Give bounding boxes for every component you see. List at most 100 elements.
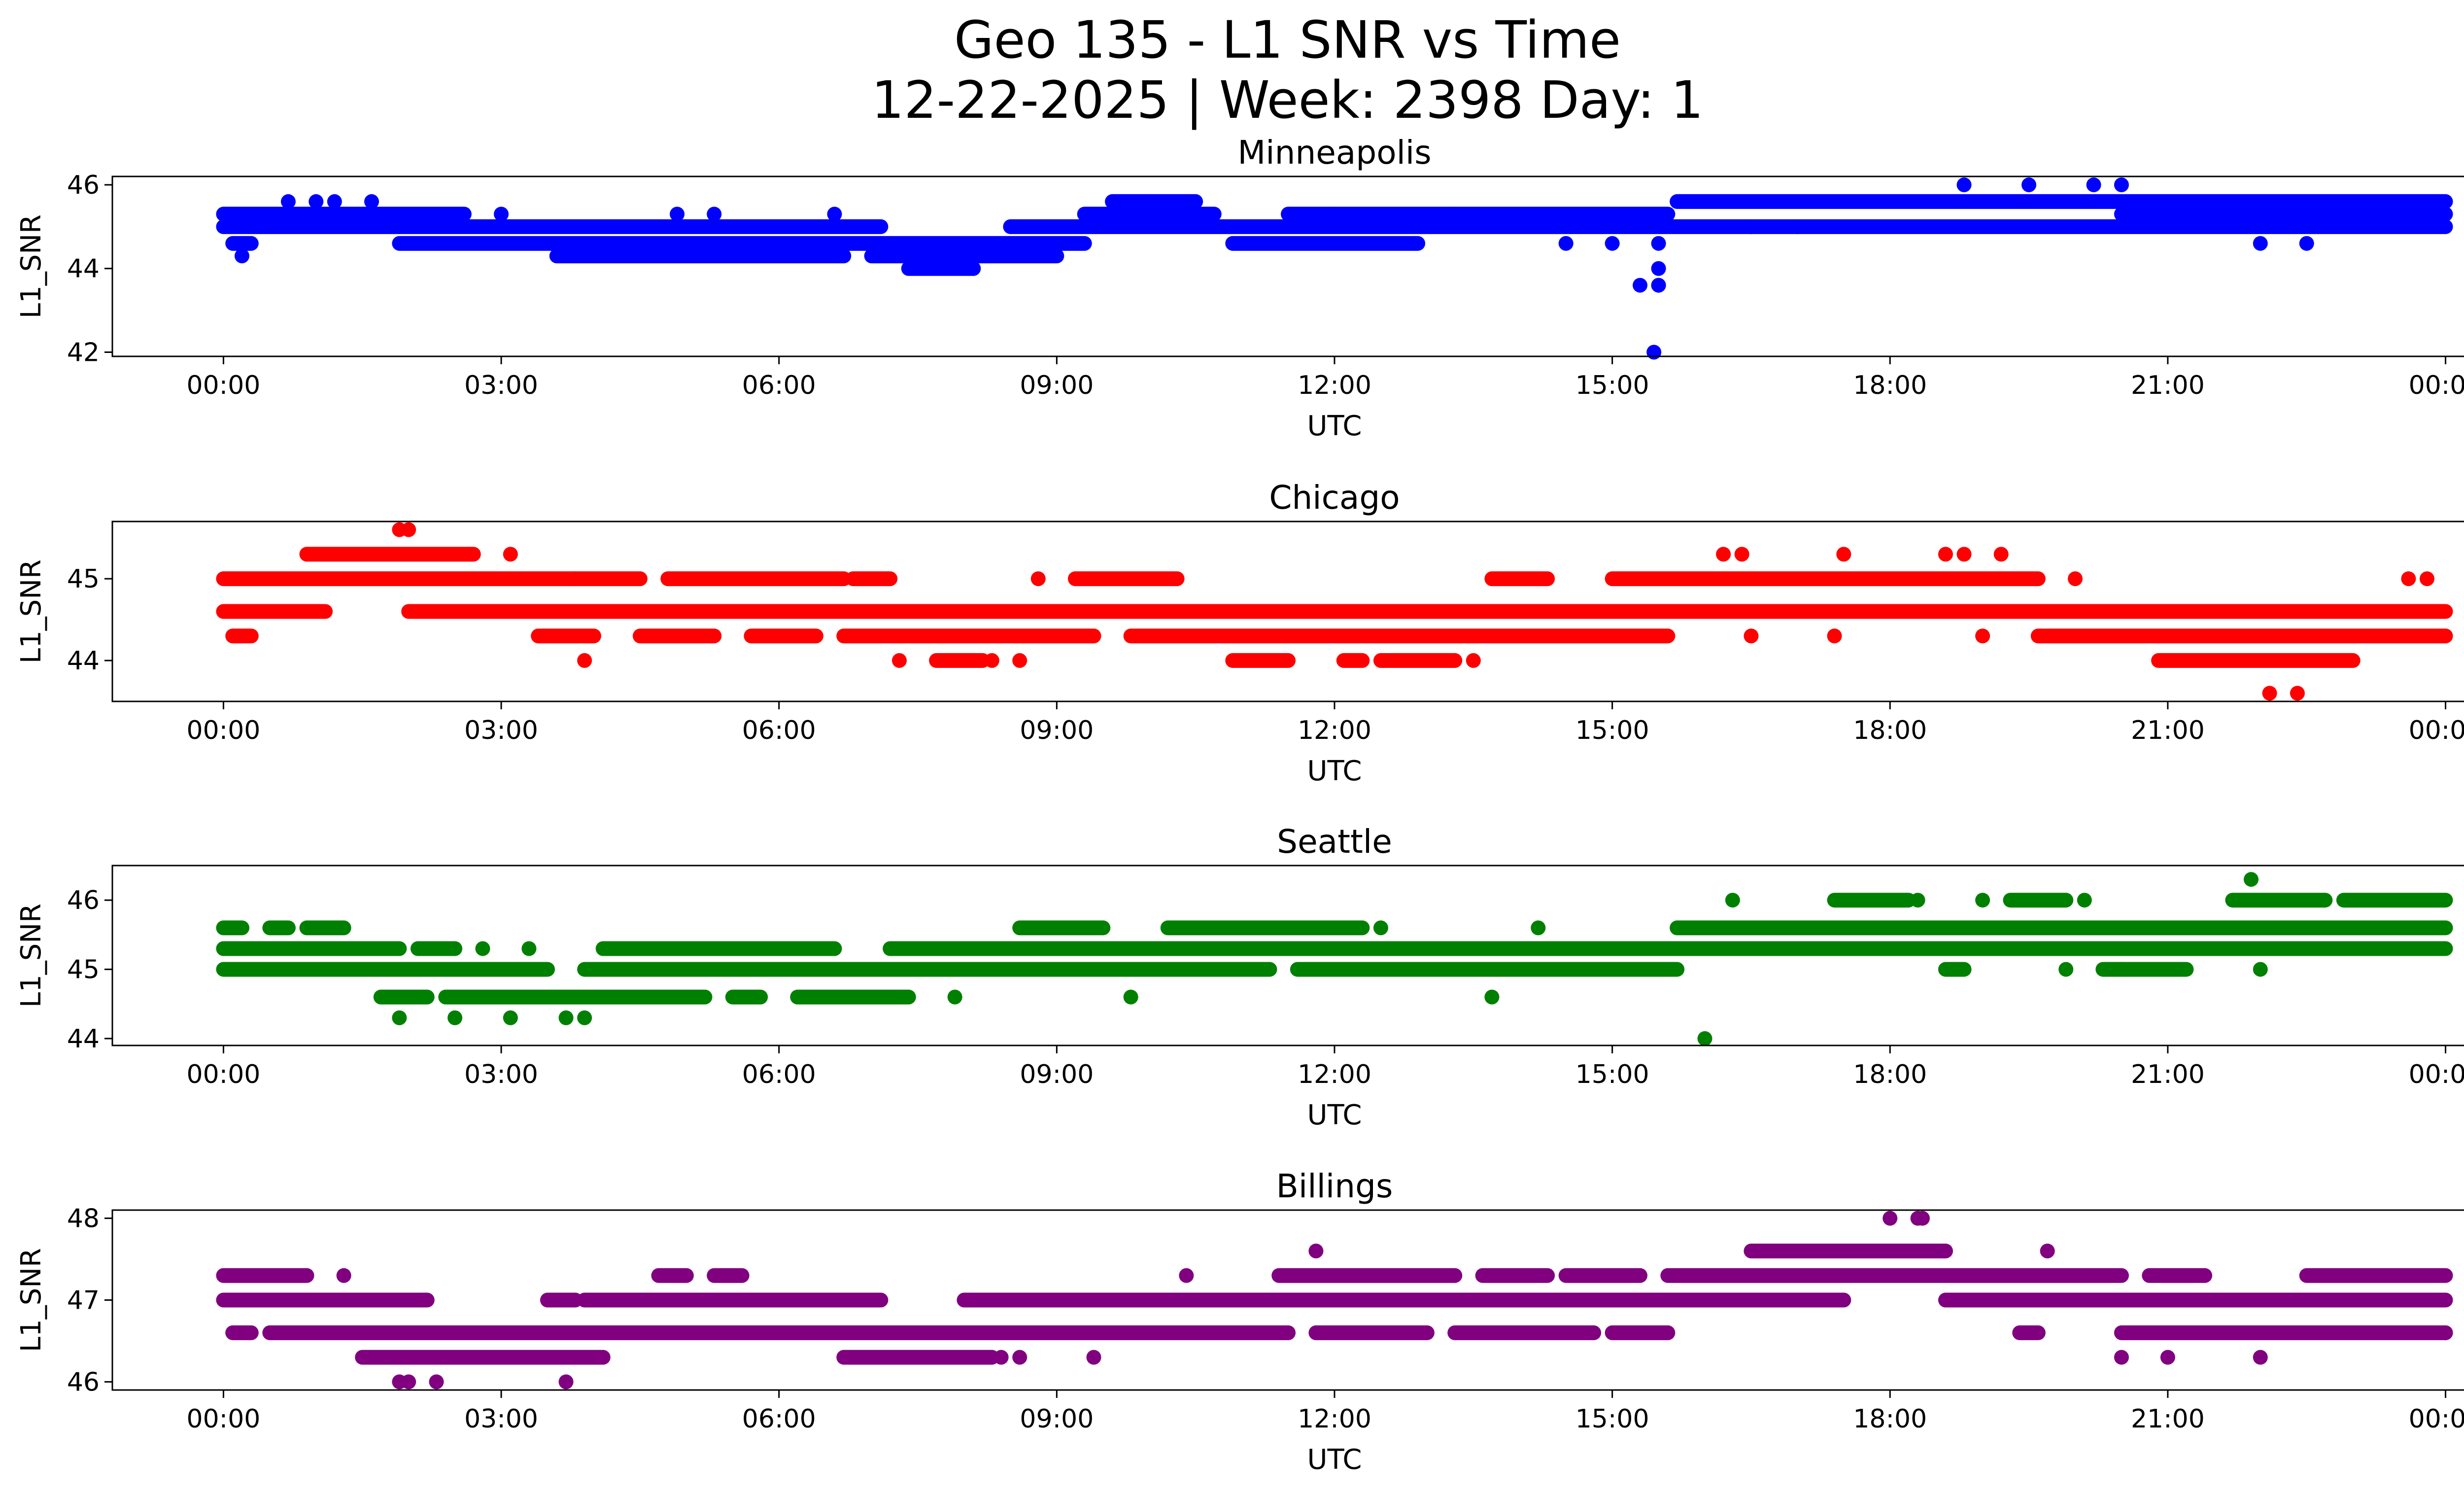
data-point xyxy=(1646,345,1662,360)
subplot-seattle: Seattle L1_SNR UTC 00:00 03:00 06:00 09:00 12:0… xyxy=(15,823,2464,1131)
data-point xyxy=(2401,571,2416,587)
data-point xyxy=(401,1374,416,1390)
data-point xyxy=(2253,236,2268,251)
data-point xyxy=(521,941,537,956)
figure-title: Geo 135 - L1 SNR vs Time 12-22-2025 | We… xyxy=(0,10,2464,130)
x-tick-label: 12:00 xyxy=(1298,716,1371,745)
x-tick-label: 00:00 xyxy=(187,371,261,400)
x-tick-label: 00:00 xyxy=(2409,371,2464,400)
x-tick-label: 00:00 xyxy=(2409,1060,2464,1089)
x-tick-label: 09:00 xyxy=(1020,1060,1094,1089)
data-point xyxy=(2419,571,2434,587)
data-point xyxy=(2114,177,2129,192)
figure-title-line-1: Geo 135 - L1 SNR vs Time xyxy=(954,10,1621,70)
data-point xyxy=(1975,628,1990,644)
data-point xyxy=(1827,628,1842,644)
data-point xyxy=(1956,547,1972,562)
x-tick-label: 00:00 xyxy=(187,716,261,745)
x-tick-label: 21:00 xyxy=(2131,716,2205,745)
y-tick-label: 48 xyxy=(67,1204,100,1234)
data-bands xyxy=(216,1243,2453,1365)
y-tick-label: 42 xyxy=(67,338,100,368)
data-point xyxy=(1142,194,1157,209)
x-axis-label: UTC xyxy=(1307,1099,1362,1131)
data-point xyxy=(827,207,842,222)
x-tick-label: 12:00 xyxy=(1298,371,1371,400)
data-point xyxy=(503,547,518,562)
subplot-title: Minneapolis xyxy=(1237,134,1431,172)
data-point xyxy=(1633,278,1647,293)
x-tick-label: 12:00 xyxy=(1298,1404,1371,1434)
subplot-billings: Billings L1_SNR UTC 00:00 03:00 06:00 09:00 12:… xyxy=(15,1167,2464,1476)
x-tick-label: 00:00 xyxy=(187,1060,261,1089)
data-point xyxy=(1373,920,1388,936)
data-point xyxy=(1975,893,1990,908)
data-point xyxy=(1466,653,1481,668)
y-tick-label: 45 xyxy=(67,564,100,594)
data-point xyxy=(670,207,685,222)
data-point xyxy=(577,653,592,668)
data-point xyxy=(1030,571,1046,587)
data-point xyxy=(558,1374,574,1390)
data-point xyxy=(2058,962,2074,977)
data-point xyxy=(429,1374,444,1390)
data-point xyxy=(707,207,722,222)
data-point xyxy=(1938,547,1953,562)
data-point xyxy=(1123,989,1138,1005)
x-axis-label: UTC xyxy=(1307,410,1362,442)
data-point xyxy=(1734,547,1749,562)
y-axis-label: L1_SNR xyxy=(15,904,47,1008)
data-bands xyxy=(216,893,2453,1005)
data-point xyxy=(1697,1031,1712,1046)
x-tick-label: 03:00 xyxy=(464,1404,538,1434)
data-point xyxy=(1651,236,1666,251)
data-point xyxy=(1086,1350,1101,1365)
data-point xyxy=(1651,261,1666,276)
x-tick-label: 06:00 xyxy=(742,1060,816,1089)
x-tick-label: 21:00 xyxy=(2131,371,2205,400)
x-tick-label: 06:00 xyxy=(742,1404,816,1434)
data-point xyxy=(1179,1268,1194,1283)
data-points xyxy=(235,177,2314,360)
x-axis-label: UTC xyxy=(1307,1444,1362,1476)
data-point xyxy=(235,248,250,264)
data-point xyxy=(401,522,416,537)
data-point xyxy=(1836,547,1851,562)
data-points xyxy=(392,522,2434,701)
x-tick-label: 18:00 xyxy=(1853,716,1927,745)
x-tick-label: 00:00 xyxy=(2409,716,2464,745)
data-point xyxy=(2114,1350,2129,1365)
y-tick-label: 44 xyxy=(67,254,100,284)
x-tick-label: 09:00 xyxy=(1020,1404,1094,1434)
data-points xyxy=(392,872,2268,1046)
data-point xyxy=(2253,1350,2268,1365)
subplot-minneapolis: Minneapolis L1_SNR UTC 00:00 03:00 06:00 09:00… xyxy=(15,134,2464,442)
data-point xyxy=(993,1350,1009,1365)
data-point xyxy=(475,941,490,956)
data-point xyxy=(1484,989,1500,1005)
data-point xyxy=(1558,236,1574,251)
x-tick-label: 15:00 xyxy=(1575,716,1649,745)
data-point xyxy=(984,653,999,668)
axes-frame xyxy=(111,175,2464,357)
data-point xyxy=(1327,207,1342,222)
data-point xyxy=(2086,177,2101,192)
y-tick-label: 46 xyxy=(67,171,100,200)
x-tick-label: 06:00 xyxy=(742,716,816,745)
data-point xyxy=(503,1010,518,1025)
x-tick-label: 09:00 xyxy=(1020,371,1094,400)
data-point xyxy=(308,194,324,209)
y-axis-label: L1_SNR xyxy=(15,1248,47,1352)
data-point xyxy=(1956,177,1972,192)
subplot-title: Billings xyxy=(1276,1167,1393,1205)
data-point xyxy=(1744,219,1759,234)
data-point xyxy=(2438,1325,2453,1340)
y-tick-label: 45 xyxy=(67,955,100,985)
axes-frame xyxy=(111,521,2464,702)
data-point xyxy=(1993,547,2009,562)
data-bands xyxy=(216,547,2453,668)
data-point xyxy=(1725,893,1740,908)
y-tick-label: 44 xyxy=(67,1024,100,1054)
x-tick-label: 15:00 xyxy=(1575,1404,1649,1434)
data-point xyxy=(2160,1350,2175,1365)
